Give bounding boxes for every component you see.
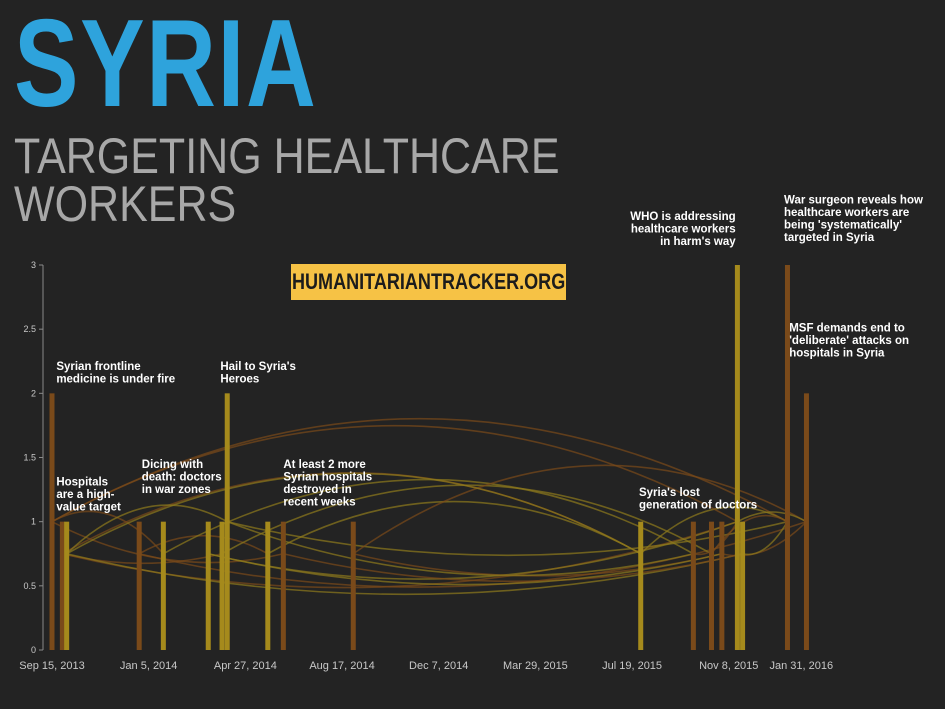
link-arc: [226, 520, 694, 577]
annotation: Syria's lost generation of doctors: [639, 487, 757, 512]
bar[interactable]: [160, 521, 166, 650]
site-badge[interactable]: HUMANITARIANTRACKER.ORG: [291, 264, 566, 300]
bar[interactable]: [280, 521, 286, 650]
annotation: At least 2 more Syrian hospitals destroyed…: [283, 459, 372, 509]
x-tick-label: Mar 29, 2015: [503, 660, 568, 672]
bar[interactable]: [265, 521, 271, 650]
x-tick-label: Apr 27, 2014: [214, 660, 277, 672]
x-tick-label: Nov 8, 2015: [699, 660, 758, 672]
link-arc: [742, 521, 789, 556]
y-tick-label: 2.5: [23, 324, 36, 334]
y-tick-label: 1: [31, 517, 36, 527]
bar[interactable]: [690, 521, 696, 650]
link-arc: [51, 424, 738, 523]
site-badge-label: HUMANITARIANTRACKER.ORG: [291, 269, 566, 294]
x-tick-label: Jan 31, 2016: [769, 660, 833, 672]
page-title: SYRIA: [14, 0, 318, 133]
bar[interactable]: [49, 393, 55, 650]
bar[interactable]: [224, 393, 230, 650]
page-subtitle: TARGETING HEALTHCARE WORKERS: [14, 128, 599, 232]
link-arc: [283, 552, 743, 583]
link-arc: [51, 510, 164, 555]
annotation: MSF demands end to'deliberate' attacks o…: [789, 323, 909, 360]
y-tick-label: 3: [31, 260, 36, 270]
subtitle-line-1: TARGETING HEALTHCARE: [14, 128, 560, 184]
annotation: War surgeon reveals how healthcare worker…: [784, 194, 923, 244]
link-arc: [227, 520, 788, 557]
bar[interactable]: [59, 521, 65, 650]
bar[interactable]: [205, 521, 211, 650]
bar[interactable]: [136, 521, 142, 650]
link-arc: [721, 521, 808, 557]
x-tick-label: Sep 15, 2013: [19, 660, 84, 672]
link-arc: [352, 464, 807, 555]
link-arc: [162, 478, 694, 555]
subtitle-line-2: WORKERS: [14, 176, 237, 232]
x-tick-label: Jul 19, 2015: [602, 660, 662, 672]
bar[interactable]: [803, 393, 809, 650]
y-tick-label: 2: [31, 388, 36, 398]
bar[interactable]: [638, 521, 644, 650]
y-tick-label: 1.5: [23, 453, 36, 463]
x-tick-label: Aug 17, 2014: [309, 660, 374, 672]
x-tick-label: Jan 5, 2014: [120, 660, 178, 672]
y-tick-label: 0: [31, 645, 36, 655]
annotation: Hospitals are a high-value target: [56, 477, 121, 514]
link-arc: [208, 552, 723, 586]
annotation: WHO is addressing healthcare workers in ha…: [630, 211, 736, 248]
bar[interactable]: [719, 521, 725, 650]
bar[interactable]: [740, 521, 746, 650]
chart-bars: [49, 265, 809, 650]
bar[interactable]: [734, 265, 740, 650]
link-arc: [66, 504, 228, 555]
annotation: Syrian frontline medicine is under fire: [56, 361, 175, 386]
bar[interactable]: [784, 265, 790, 650]
chart-axes: 0 0.5 1 1.5 2 2.5 3 Sep 15, 2013 Jan 5, 2014 Apr …: [19, 260, 833, 672]
bar[interactable]: [350, 521, 356, 650]
link-arc: [66, 472, 642, 555]
link-arc: [267, 500, 642, 555]
x-tick-label: Dec 7, 2014: [409, 660, 468, 672]
link-arc: [737, 511, 807, 523]
annotation: Dicing with death: doctors in war zones: [142, 459, 222, 496]
bar[interactable]: [709, 521, 715, 650]
chart-annotations: Syrian frontline medicine is under fire Ho…: [56, 194, 923, 513]
link-arc: [138, 534, 269, 555]
bar[interactable]: [64, 521, 70, 650]
annotation: Hail to Syria's Heroes: [220, 361, 296, 386]
bar[interactable]: [219, 521, 225, 650]
y-tick-label: 0.5: [23, 581, 36, 591]
